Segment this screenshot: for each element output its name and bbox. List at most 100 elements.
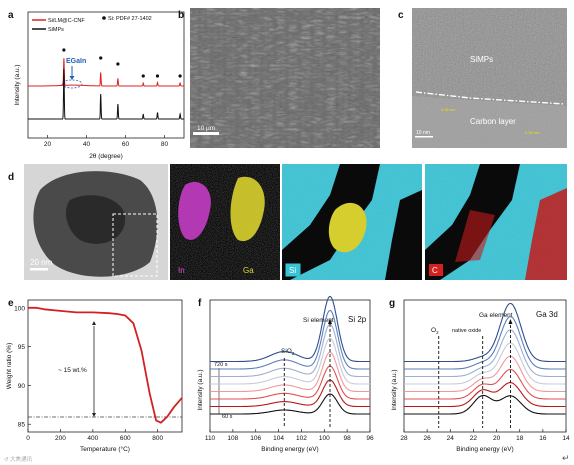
f-xtick-label-2: 106 [250,435,261,442]
panel-f-curves [210,295,370,428]
sem-scale-text: 10 μm [197,125,215,132]
legend-label-2: SiMPs [48,27,64,33]
eds-label-c: C [432,266,438,275]
eds-label-c-box [429,264,443,276]
g-series-2 [404,368,566,400]
panel-g: g Intensity (a.u.) Binding energy (eV) 2… [389,298,570,453]
a-series-0 [28,58,184,87]
eds-label-in: In [178,266,185,275]
panel-f: f Intensity (a.u.) Binding energy (eV) 1… [197,295,374,453]
panel-e-frame [27,299,183,433]
c-signal-region-2 [455,210,495,262]
eds-label-si: Si [289,266,296,275]
a-xtick-label-1: 40 [83,141,91,148]
f-xtick-label-6: 98 [344,435,352,442]
panel-a-frame [27,11,185,139]
a-marker-3 [141,74,145,78]
f-xtick-label-1: 108 [227,435,238,442]
eds-label-si-box [285,263,301,277]
panel-b: b 10 μm [178,8,380,148]
panel-c-label: c [398,10,404,21]
tga-curve [28,306,183,424]
g-xtick-label-7: 14 [562,435,570,442]
a-marker-2 [116,62,120,66]
panel-g-xticks: 28 26 24 22 20 18 16 14 [400,429,570,442]
panel-e-ticks: 0 200 400 600 800 100 95 90 85 [14,305,163,442]
native-oxide-label: native oxide [452,328,481,334]
g-series-1 [404,382,566,408]
panel-g-label: g [389,298,395,309]
time-bottom: 60 s [222,414,233,420]
panel-g-xlabel: Binding energy (eV) [456,446,513,453]
f-xtick-label-3: 104 [273,435,284,442]
in-signal [178,181,211,240]
f-series-3 [210,351,370,393]
e-ytick-label-2: 90 [18,383,26,390]
panel-a-curves [28,48,184,120]
a-marker-0 [62,48,66,52]
tem-simps-label: SiMPs [470,55,493,64]
g-series-3 [404,355,566,393]
panel-f-xticks: 110 108 106 104 102 100 98 96 [205,429,374,442]
e-xtick-label-0: 0 [26,435,30,442]
a-xtick-label-0: 20 [44,141,52,148]
a-xtick-label-2: 60 [122,141,130,148]
panel-f-title: Si 2p [348,315,367,324]
pdf-label: Si: PDF# 27-1402 [108,16,152,22]
eds-scale-text: 20 nm [30,258,53,267]
tem-lattice-2: 0.34 nm [525,130,540,135]
f-series-2 [210,365,370,400]
c-signal-region [525,188,567,280]
g-series-4 [404,342,566,385]
g-series-5 [404,329,566,378]
o2-label: O2 [431,327,439,335]
f-series-6 [210,309,370,370]
legend-label-1: Si/LM@C-CNF [48,18,85,24]
e-xtick-label-2: 400 [87,435,98,442]
egain-annotation: EGaIn [66,58,86,65]
e-xtick-label-3: 600 [120,435,131,442]
eds-label-ga: Ga [243,266,254,275]
e-xtick-label-4: 800 [152,435,163,442]
delta-annotation: ~ 15 wt.% [58,367,87,374]
panel-e: e Weight ratio (%) Temperature (°C) 0 200… [6,298,183,453]
panel-e-xlabel: Temperature (°C) [80,445,130,453]
panel-a-xticks: 20 40 60 80 [44,135,169,148]
g-series-6 [404,316,566,370]
e-xtick-label-1: 200 [55,435,66,442]
g-xtick-label-4: 20 [493,435,501,442]
si-element-label: Si element [303,317,334,324]
f-xtick-label-0: 110 [205,435,216,442]
panel-e-curve [28,306,183,424]
o2-sub: 2 [436,330,439,335]
tem-lattice-1: 0.36 nm [441,107,456,112]
f-xtick-label-4: 102 [296,435,307,442]
sem-scale-bar [193,132,219,135]
tem-scale-text: 10 nm [416,130,430,136]
panel-f-xlabel: Binding energy (eV) [261,446,318,453]
e-ytick-label-3: 85 [18,422,26,429]
ga-signal [230,176,265,242]
g-xtick-label-3: 22 [470,435,478,442]
panel-a: a Intensity (a.u.) 2θ (degree) 20 40 60 80 … [8,10,185,160]
f-series-7 [210,295,370,363]
panel-f-label: f [198,298,202,309]
panel-b-label: b [178,10,184,21]
a-marker-4 [155,74,160,78]
f-series-0 [210,393,370,415]
a-xtick-label-3: 80 [161,141,169,148]
panel-a-ylabel: Intensity (a.u.) [14,64,21,105]
f-xtick-label-7: 96 [366,435,374,442]
g-series-0 [404,394,566,415]
return-icon: ↵ [562,453,570,463]
panel-d: d 20 nm In Ga Si C [8,164,567,280]
si-dark-region-2 [385,190,422,280]
sem-texture [190,8,380,148]
panel-a-xlabel: 2θ (degree) [89,153,123,160]
time-top: 720 s [214,362,228,368]
f-series-4 [210,337,370,385]
tem-carbon-label: Carbon layer [470,117,516,126]
delta-arrow-bottom [92,413,96,417]
panel-f-ylabel: Intensity (a.u.) [197,369,204,410]
